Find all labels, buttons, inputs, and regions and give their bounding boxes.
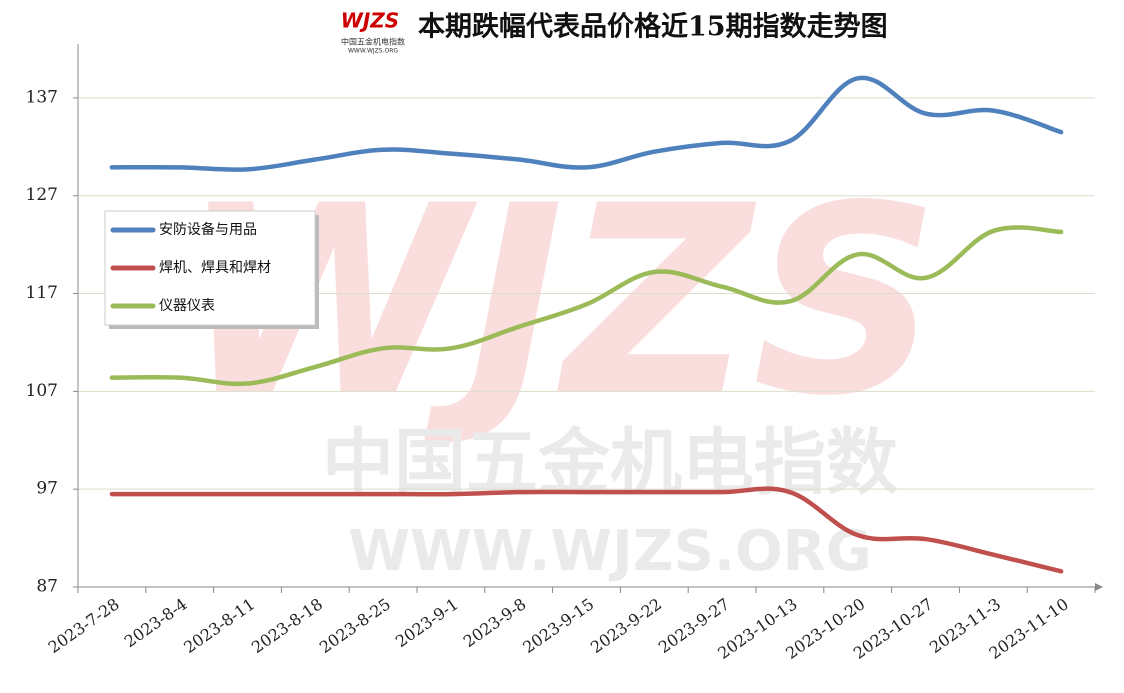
logo: WJZS 中国五金机电指数 WWW.WJZS.ORG <box>341 9 405 55</box>
y-tick-label: 137 <box>26 87 58 107</box>
series-line <box>109 486 1064 574</box>
x-tick-label: 2023-9-15 <box>519 594 597 657</box>
logo-url: WWW.WJZS.ORG <box>348 48 398 55</box>
y-tick-label: 107 <box>26 381 58 401</box>
logo-name: 中国五金机电指数 <box>341 37 405 47</box>
x-tick-label: 2023-8-18 <box>248 594 326 657</box>
y-tick-label: 87 <box>36 577 58 597</box>
x-tick-label: 2023-8-11 <box>180 594 258 657</box>
watermark-url: WWW.WJZS.ORG <box>348 519 872 584</box>
x-tick-label: 2023-7-28 <box>45 594 123 657</box>
y-tick-label: 117 <box>26 283 58 303</box>
series-line <box>109 225 1064 387</box>
x-tick-label: 2023-8-25 <box>316 594 394 657</box>
x-tick-label: 2023-9-1 <box>392 594 462 651</box>
chart-title: 本期跌幅代表品价格近15期指数走势图 <box>418 12 888 43</box>
legend-label: 仪器仪表 <box>159 298 215 314</box>
logo-mark: WJZS <box>341 9 399 33</box>
legend-label: 焊机、焊具和焊材 <box>159 260 271 276</box>
legend-label: 安防设备与用品 <box>159 221 257 238</box>
x-axis-arrow <box>1095 583 1103 591</box>
y-tick-label: 127 <box>26 185 58 205</box>
x-tick-label: 2023-9-22 <box>587 594 665 657</box>
series-line <box>109 75 1064 172</box>
y-tick-label: 97 <box>36 479 58 499</box>
